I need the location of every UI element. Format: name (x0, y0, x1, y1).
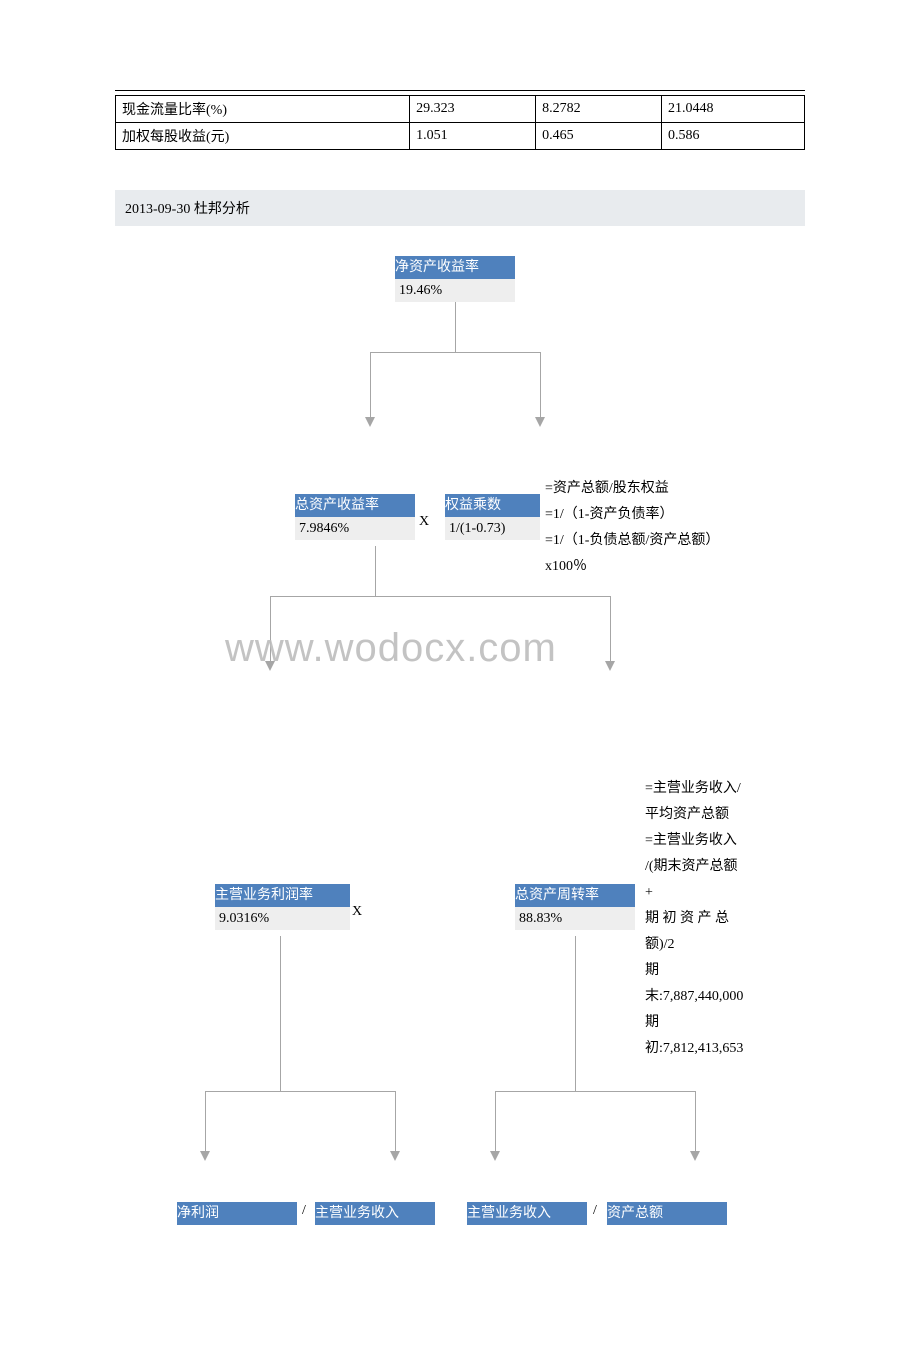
connector (610, 596, 611, 661)
operator-x: X (419, 514, 429, 530)
node-value: 88.83% (515, 907, 635, 930)
node-label: 净利润 (177, 1202, 297, 1225)
formula-line: 期 (645, 1010, 785, 1036)
cell: 21.0448 (661, 96, 804, 123)
node-roe: 净资产收益率 19.46% (395, 256, 515, 302)
arrow-icon (605, 661, 615, 671)
row-label: 现金流量比率(%) (116, 96, 410, 123)
connector (270, 596, 610, 597)
dupont-tree-diagram: 净资产收益率 19.46% 总资产收益率 7.9846% X 权益乘数 1/(1… (115, 256, 805, 1306)
formula-line: 期 (645, 958, 785, 984)
formula-line: =主营业务收入/ (645, 776, 785, 802)
connector (455, 302, 456, 352)
formula-line: 初:7,812,413,653 (645, 1036, 785, 1062)
node-equity-multiplier: 权益乘数 1/(1-0.73) (445, 494, 540, 540)
formula-line: 平均资产总额 (645, 802, 785, 828)
connector (280, 936, 281, 1091)
cell: 0.465 (536, 123, 662, 150)
connector (205, 1091, 395, 1092)
watermark-text: www.wodocx.com (225, 626, 557, 671)
cell: 8.2782 (536, 96, 662, 123)
node-label: 权益乘数 (445, 494, 540, 517)
node-label: 主营业务利润率 (215, 884, 350, 907)
connector (695, 1091, 696, 1151)
table-row: 现金流量比率(%) 29.323 8.2782 21.0448 (116, 96, 805, 123)
formula-equity-multiplier: =资产总额/股东权益 =1/（1-资产负债率） =1/（1-负债总额/资产总额）… (545, 476, 755, 580)
node-label: 资产总额 (607, 1202, 727, 1225)
node-revenue-2: 主营业务收入 (467, 1202, 587, 1225)
connector (495, 1091, 695, 1092)
arrow-icon (690, 1151, 700, 1161)
formula-line: =资产总额/股东权益 (545, 476, 755, 502)
operator-divide: / (593, 1203, 597, 1219)
connector (575, 936, 576, 1091)
arrow-icon (365, 417, 375, 427)
connector (370, 352, 371, 417)
formula-line: =1/（1-负债总额/资产总额） (545, 528, 755, 554)
cell: 0.586 (661, 123, 804, 150)
formula-line: /(期末资产总额 (645, 854, 785, 880)
cell: 1.051 (410, 123, 536, 150)
node-value: 9.0316% (215, 907, 350, 930)
connector (375, 546, 376, 596)
formula-line: 期 初 资 产 总 (645, 906, 785, 932)
connector (540, 352, 541, 417)
arrow-icon (390, 1151, 400, 1161)
formula-line: x100％ (545, 554, 755, 580)
connector (370, 352, 540, 353)
node-value: 7.9846% (295, 517, 415, 540)
arrow-icon (200, 1151, 210, 1161)
node-revenue-1: 主营业务收入 (315, 1202, 435, 1225)
node-roa: 总资产收益率 7.9846% (295, 494, 415, 540)
formula-line: =主营业务收入 (645, 828, 785, 854)
connector (395, 1091, 396, 1151)
connector (495, 1091, 496, 1151)
formula-line: 末:7,887,440,000 (645, 984, 785, 1010)
node-label: 净资产收益率 (395, 256, 515, 279)
node-net-profit-margin: 主营业务利润率 9.0316% (215, 884, 350, 930)
formula-line: =1/（1-资产负债率） (545, 502, 755, 528)
node-value: 1/(1-0.73) (445, 517, 540, 540)
page-top-rule (115, 90, 805, 91)
node-total-assets: 资产总额 (607, 1202, 727, 1225)
arrow-icon (490, 1151, 500, 1161)
node-label: 主营业务收入 (315, 1202, 435, 1225)
formula-asset-turnover: =主营业务收入/ 平均资产总额 =主营业务收入 /(期末资产总额 + 期 初 资… (645, 776, 785, 1062)
operator-divide: / (302, 1203, 306, 1219)
formula-line: 额)/2 (645, 932, 785, 958)
node-label: 总资产周转率 (515, 884, 635, 907)
node-label: 总资产收益率 (295, 494, 415, 517)
metrics-table: 现金流量比率(%) 29.323 8.2782 21.0448 加权每股收益(元… (115, 95, 805, 150)
connector (205, 1091, 206, 1151)
node-asset-turnover: 总资产周转率 88.83% (515, 884, 635, 930)
row-label: 加权每股收益(元) (116, 123, 410, 150)
operator-x: X (352, 904, 362, 920)
section-title: 2013-09-30 杜邦分析 (115, 190, 805, 226)
node-label: 主营业务收入 (467, 1202, 587, 1225)
node-value: 19.46% (395, 279, 515, 302)
arrow-icon (535, 417, 545, 427)
cell: 29.323 (410, 96, 536, 123)
table-row: 加权每股收益(元) 1.051 0.465 0.586 (116, 123, 805, 150)
node-net-profit: 净利润 (177, 1202, 297, 1225)
formula-line: + (645, 880, 785, 906)
